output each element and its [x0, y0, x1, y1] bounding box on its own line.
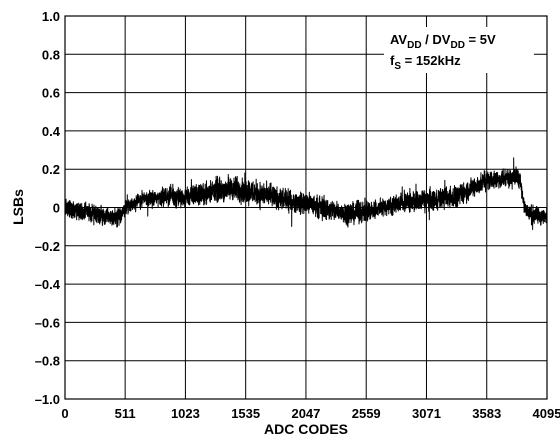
- y-tick-label: –0.6: [35, 315, 60, 330]
- y-tick-label: –1.0: [35, 392, 60, 407]
- x-tick-label: 2047: [291, 406, 320, 421]
- tick-labels: 0 511 1023 1535 2047 2559 3071 3583 4095 1.0 0.8 0.…: [35, 9, 560, 421]
- y-tick-label: 1.0: [42, 9, 60, 24]
- y-tick-label: 0.4: [42, 124, 61, 139]
- plot-frame: [64, 15, 548, 400]
- legend-line-sample-rate: fS = 152kHz: [390, 53, 461, 72]
- x-tick-label: 1535: [231, 406, 260, 421]
- y-tick-label: 0.8: [42, 47, 60, 62]
- y-tick-label: –0.8: [35, 354, 60, 369]
- x-tick-label: 511: [115, 406, 136, 421]
- y-tick-label: 0.6: [42, 86, 60, 101]
- grid-lines: [65, 16, 547, 399]
- x-tick-label: 2559: [352, 406, 381, 421]
- series-trace-layer: [64, 157, 548, 231]
- y-axis-title: LSBs: [10, 189, 26, 225]
- x-tick-label: 0: [61, 406, 68, 421]
- y-tick-label: 0: [53, 201, 60, 216]
- legend-box: AVDD / DVDD = 5V fS = 152kHz: [384, 27, 534, 73]
- y-tick-label: 0.2: [42, 162, 60, 177]
- series-line: [64, 157, 548, 231]
- legend-line-supply: AVDD / DVDD = 5V: [390, 32, 496, 51]
- y-tick-label: –0.4: [35, 277, 61, 292]
- x-tick-label: 4095: [533, 406, 560, 421]
- x-axis-title: ADC CODES: [264, 421, 348, 437]
- x-tick-label: 1023: [171, 406, 200, 421]
- x-tick-label: 3071: [412, 406, 441, 421]
- y-tick-label: –0.2: [35, 239, 60, 254]
- x-tick-label: 3583: [472, 406, 501, 421]
